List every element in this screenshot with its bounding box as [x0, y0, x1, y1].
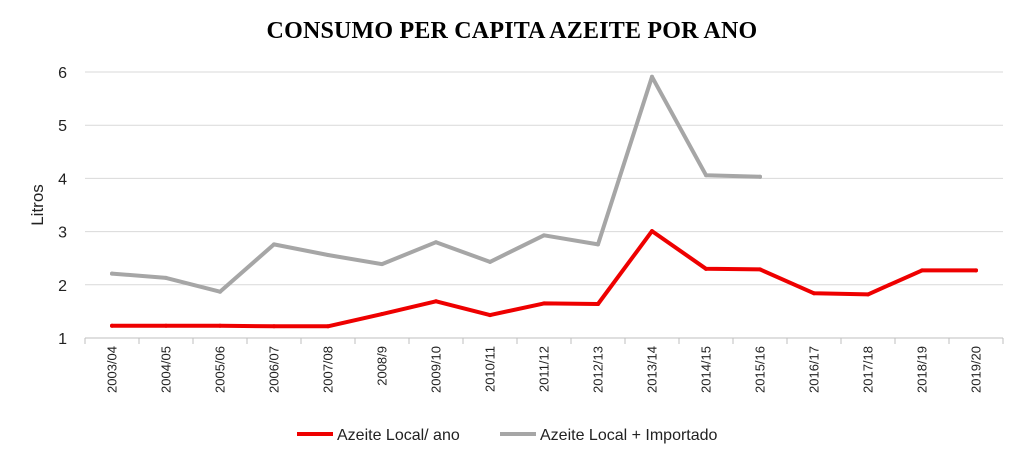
data-point — [110, 271, 114, 276]
axis-layer: 1 2 3 4 5 6 2003/04 2004/05 2005/06 2006/07 2007/0… — [58, 65, 1004, 393]
data-point — [596, 301, 600, 306]
x-tick-label: 2008/9 — [375, 346, 390, 386]
data-point — [110, 323, 114, 328]
series-line — [110, 74, 762, 294]
legend-item: Azeite Local + Importado — [500, 427, 718, 444]
data-point — [488, 313, 492, 318]
x-tick-label: 2003/04 — [105, 346, 120, 393]
data-point — [704, 266, 708, 271]
x-tick-label: 2016/17 — [807, 346, 822, 393]
x-tick-label: 2010/11 — [483, 346, 498, 392]
data-point — [434, 299, 438, 304]
y-tick-label: 1 — [58, 331, 67, 348]
x-tick-label: 2014/15 — [699, 346, 714, 393]
data-point — [380, 262, 384, 267]
data-point — [218, 323, 222, 328]
data-point — [812, 291, 816, 296]
x-tick-label: 2007/08 — [321, 346, 336, 393]
y-tick-label: 3 — [58, 225, 67, 242]
data-point — [542, 233, 546, 238]
x-tick-label: 2009/10 — [429, 346, 444, 393]
data-point — [704, 173, 708, 178]
x-tick-label: 2011/12 — [537, 346, 552, 392]
data-point — [272, 324, 276, 329]
data-point — [488, 259, 492, 264]
data-point — [974, 268, 978, 273]
legend: Azeite Local/ ano Azeite Local + Importad… — [297, 427, 718, 444]
data-point — [866, 292, 870, 297]
x-tick-label: 2019/20 — [969, 346, 984, 393]
data-point — [920, 268, 924, 273]
y-tick-label: 6 — [58, 65, 67, 82]
y-tick-label: 4 — [58, 171, 67, 188]
data-point — [326, 324, 330, 329]
data-point — [434, 240, 438, 245]
legend-label: Azeite Local + Importado — [540, 427, 718, 444]
data-point — [758, 174, 762, 179]
data-point — [272, 242, 276, 247]
data-point — [164, 275, 168, 280]
data-point — [380, 312, 384, 317]
y-tick-label: 2 — [58, 278, 67, 295]
x-tick-label: 2012/13 — [591, 346, 606, 393]
series-line — [110, 229, 978, 329]
data-point — [326, 253, 330, 258]
chart-title: CONSUMO PER CAPITA AZEITE POR ANO — [266, 18, 758, 44]
data-point — [758, 267, 762, 272]
x-tick-label: 2017/18 — [861, 346, 876, 393]
grid-layer — [85, 71, 1003, 339]
x-tick-label: 2006/07 — [267, 346, 282, 393]
data-point — [650, 74, 654, 79]
data-point — [218, 289, 222, 294]
legend-item: Azeite Local/ ano — [297, 427, 460, 444]
x-tick-label: 2018/19 — [915, 346, 930, 393]
x-tick-label: 2005/06 — [213, 346, 228, 393]
data-point — [650, 229, 654, 234]
legend-label: Azeite Local/ ano — [337, 427, 460, 444]
data-point — [596, 242, 600, 247]
data-point — [542, 301, 546, 306]
x-tick-label: 2013/14 — [645, 346, 660, 393]
x-tick-label: 2015/16 — [753, 346, 768, 393]
x-tick-label: 2004/05 — [159, 346, 174, 393]
series-layer — [110, 74, 978, 329]
data-point — [164, 323, 168, 328]
y-tick-label: 5 — [58, 118, 67, 135]
y-axis-label: Litros — [28, 184, 47, 226]
